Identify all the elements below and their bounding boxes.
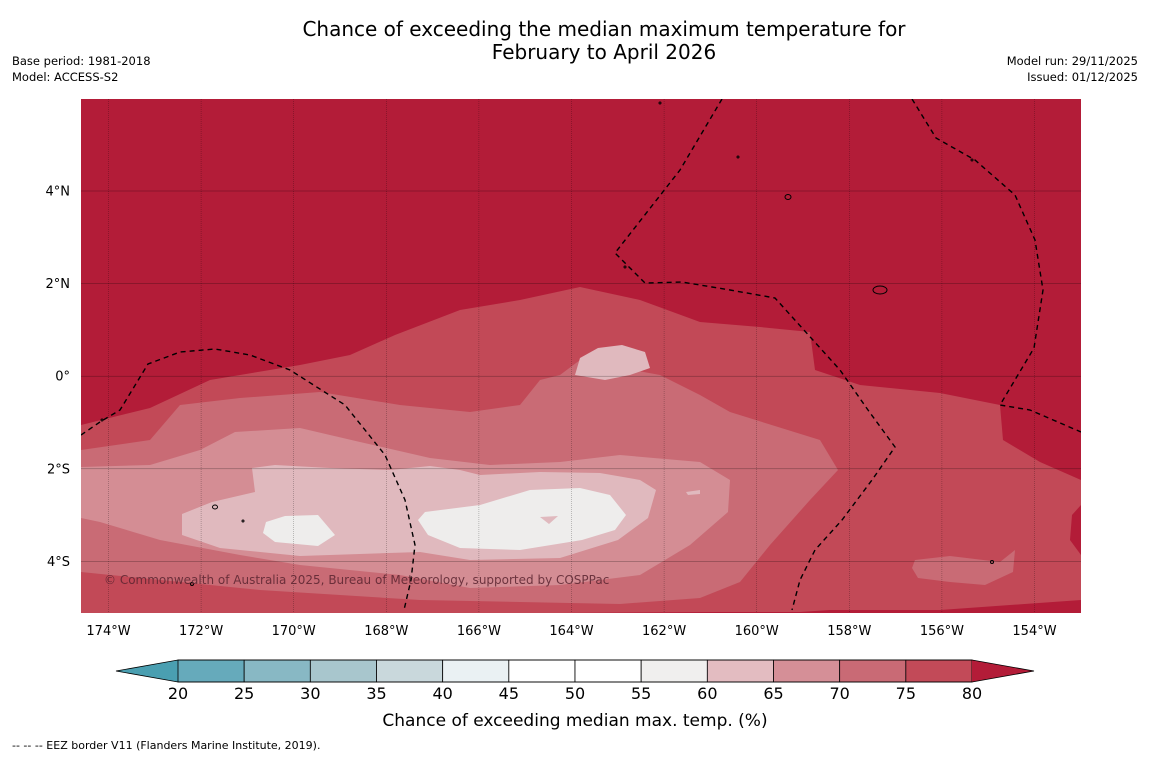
colorbar-tick-label: 75: [896, 684, 916, 703]
base-period: Base period: 1981-2018: [12, 54, 151, 68]
longitude-labels: 174°W 172°W 170°W 168°W 166°W 164°W 162°W 160°W…: [86, 624, 1056, 639]
eez-borders: [81, 99, 1081, 611]
colorbar-low-extend: [116, 660, 178, 682]
lon-tick-label: 158°W: [827, 624, 871, 639]
colorbar-tick-label: 30: [300, 684, 320, 703]
colorbar-high-extend: [972, 660, 1034, 682]
island-small-7: [623, 265, 627, 269]
colorbar-tick-label: 35: [366, 684, 386, 703]
copyright-notice: © Commonwealth of Australia 2025, Bureau…: [104, 573, 609, 587]
model-name: Model: ACCESS-S2: [12, 69, 119, 84]
colorbar-tick-label: 50: [565, 684, 585, 703]
band-65-70-east: [912, 550, 1015, 585]
lon-tick-label: 172°W: [179, 624, 223, 639]
island-baker: [212, 504, 218, 510]
lon-tick-label: 160°W: [735, 624, 779, 639]
graticule: [81, 99, 1081, 613]
island-kiritimati: [872, 285, 888, 295]
colorbar-tick-label: 60: [697, 684, 717, 703]
band-50-55-west: [263, 515, 335, 546]
eez-border-line-islands: [614, 99, 896, 611]
meta-left: Base period: 1981-2018 Model: ACCESS-S2: [12, 54, 151, 85]
colorbar-segment: [376, 659, 444, 683]
colorbar-segment: [706, 659, 774, 683]
lon-tick-label: 174°W: [86, 624, 130, 639]
colorbar-tick-labels: 20 25 30 35 40 45 50 55 60 65 70 75 80: [168, 684, 982, 703]
colorbar-tick-label: 65: [763, 684, 783, 703]
colorbar-tick-label: 70: [829, 684, 849, 703]
colorbar-tick-label: 55: [631, 684, 651, 703]
colorbar-segment: [309, 659, 377, 683]
eez-border-west: [81, 348, 416, 611]
colorbar-segment: [839, 659, 907, 683]
colorbar-tick-label: 45: [499, 684, 519, 703]
island-small-6: [970, 158, 974, 162]
colorbar-tick-label: 20: [168, 684, 188, 703]
lat-tick-label: 0°: [55, 370, 70, 385]
colorbar-segment: [905, 659, 973, 683]
eez-footnote: -- -- -- EEZ border V11 (Flanders Marine…: [12, 739, 321, 752]
island-small-3: [658, 101, 662, 105]
colorbar-segments: [177, 659, 973, 683]
colorbar-label: Chance of exceeding median max. temp. (%…: [382, 711, 767, 731]
island-small-1: [241, 519, 245, 523]
lat-tick-label: 2°N: [46, 277, 71, 292]
meta-right: Model run: 29/11/2025 Issued: 01/12/2025: [1007, 54, 1138, 85]
colorbar-segment: [640, 659, 708, 683]
colorbar-segment: [442, 659, 510, 683]
lat-tick-label: 4°N: [46, 185, 71, 200]
band-55-60-north: [575, 345, 650, 380]
title-line-2: February to April 2026: [491, 40, 717, 64]
lon-tick-label: 170°W: [272, 624, 316, 639]
lon-tick-label: 154°W: [1012, 624, 1056, 639]
lon-tick-label: 164°W: [549, 624, 593, 639]
colorbar-segment: [177, 659, 245, 683]
band-55-patch-east: [686, 490, 700, 495]
island-small-5: [190, 582, 194, 586]
band-55-notch: [540, 516, 558, 524]
lon-tick-label: 166°W: [457, 624, 501, 639]
lon-tick-label: 162°W: [642, 624, 686, 639]
lon-tick-label: 168°W: [364, 624, 408, 639]
colorbar: 20 25 30 35 40 45 50 55 60 65 70 75 80 Chance of exc…: [115, 659, 1035, 731]
colorbar-tick-label: 80: [962, 684, 982, 703]
colorbar-tick-label: 25: [234, 684, 254, 703]
colorbar-segment: [243, 659, 311, 683]
map-plot-area: © Commonwealth of Australia 2025, Bureau…: [81, 99, 1081, 613]
chart-title: Chance of exceeding the median maximum t…: [0, 18, 1150, 64]
island-small-8: [100, 418, 104, 422]
model-run: Model run: 29/11/2025: [1006, 54, 1138, 68]
island-small-2: [736, 155, 740, 159]
island-small-4: [990, 560, 994, 564]
title-line-1: Chance of exceeding the median maximum t…: [302, 17, 906, 41]
lat-tick-label: 2°S: [47, 462, 70, 477]
colorbar-outline: [115, 659, 1035, 683]
eez-border-east: [911, 99, 1081, 433]
latitude-labels: 4°N 2°N 0° 2°S 4°S: [46, 185, 71, 570]
lon-tick-label: 156°W: [920, 624, 964, 639]
lat-tick-label: 4°S: [47, 555, 70, 570]
islands: [100, 101, 994, 586]
issued-date: Issued: 01/12/2025: [1027, 69, 1138, 84]
colorbar-segment: [773, 659, 841, 683]
colorbar-segment: [574, 659, 642, 683]
colorbar-segment: [508, 659, 576, 683]
colorbar-tick-label: 40: [432, 684, 452, 703]
island-tabuaeran: [784, 194, 792, 200]
band-50-55: [418, 488, 626, 550]
